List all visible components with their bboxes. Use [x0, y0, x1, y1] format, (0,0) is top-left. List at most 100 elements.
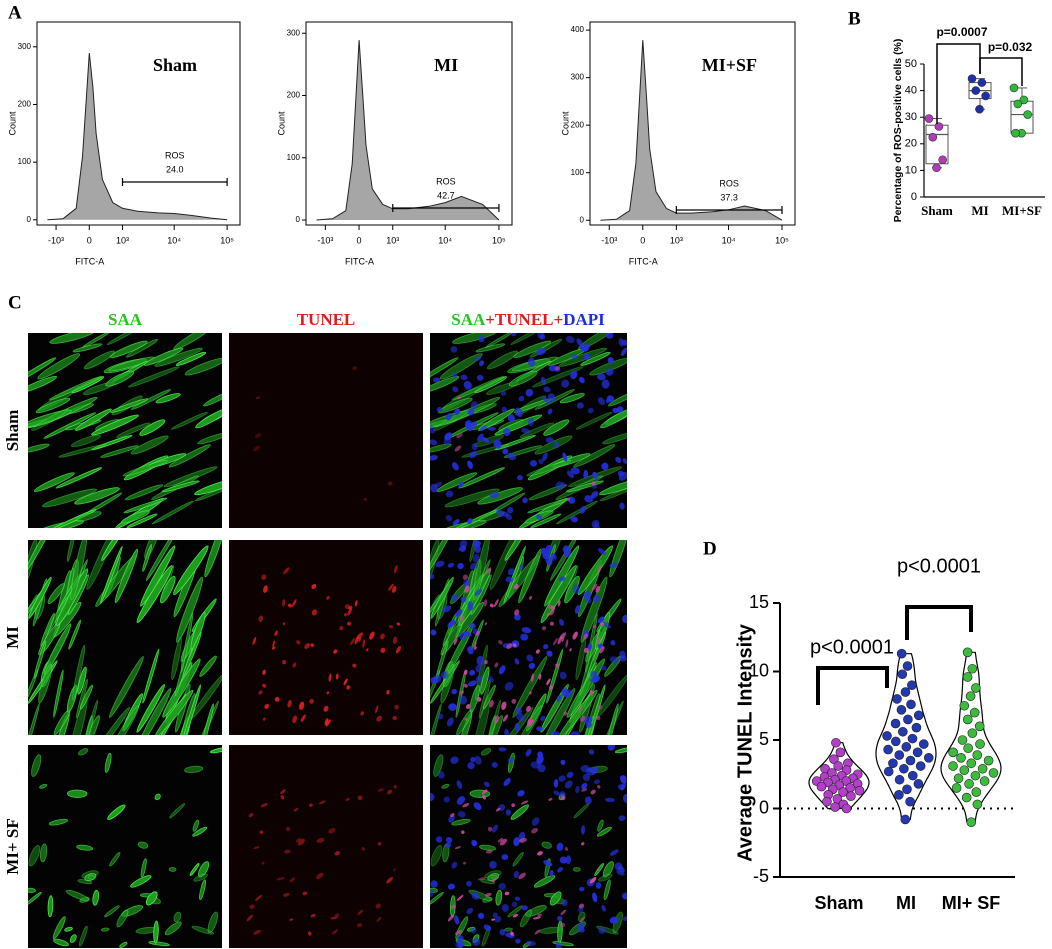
fiber	[475, 644, 488, 701]
tunel-signal	[287, 603, 292, 608]
tunel-signal	[596, 868, 600, 872]
data-point	[953, 773, 964, 784]
fiber	[176, 576, 203, 643]
nucleus	[609, 916, 619, 924]
tunel-signal	[377, 788, 385, 792]
fiber	[479, 844, 496, 851]
nucleus	[553, 790, 560, 796]
p-value: p=0.032	[988, 40, 1033, 54]
nucleus	[607, 745, 615, 751]
tunel-signal	[596, 636, 601, 644]
tunel-signal	[386, 876, 393, 884]
micrograph	[229, 333, 423, 528]
data-point	[829, 754, 839, 764]
fiber	[116, 909, 129, 928]
tunel-signal	[324, 718, 329, 726]
fiber	[602, 861, 614, 878]
fiber	[192, 819, 200, 832]
fiber	[480, 879, 496, 884]
tunel-signal	[592, 625, 597, 629]
tunel-signal	[450, 813, 455, 818]
data-point	[905, 796, 915, 807]
tunel-signal	[282, 892, 290, 897]
tunel-signal	[502, 714, 509, 722]
tunel-signal	[501, 701, 507, 710]
data-point	[883, 766, 894, 777]
nucleus	[447, 883, 455, 890]
fiber	[614, 746, 627, 754]
nucleus	[543, 386, 551, 393]
nucleus	[541, 376, 547, 386]
nucleus	[451, 594, 459, 602]
nucleus	[618, 471, 627, 481]
fiber	[86, 540, 117, 591]
tunel-signal	[546, 678, 551, 686]
fiber	[114, 548, 139, 604]
fiber	[169, 803, 186, 819]
tunel-signal	[482, 795, 487, 800]
nucleus	[604, 797, 615, 802]
x-tick-label: 10³	[386, 235, 399, 245]
tunel-signal	[453, 636, 458, 646]
nucleus	[452, 386, 459, 393]
nucleus	[457, 942, 464, 948]
nucleus	[477, 912, 485, 919]
nucleus	[432, 675, 442, 684]
fiber	[100, 445, 139, 458]
fiber	[192, 826, 208, 837]
nucleus	[584, 796, 592, 805]
micrograph-background	[229, 333, 423, 528]
data-point	[902, 661, 913, 671]
fiber	[123, 497, 168, 514]
fiber	[100, 927, 110, 932]
nucleus	[545, 437, 554, 444]
tunel-signal	[375, 705, 379, 714]
fiber	[154, 347, 203, 367]
y-tick-label: 15	[749, 592, 769, 612]
x-tick-label: MI	[971, 203, 988, 218]
nucleus	[460, 374, 468, 381]
fiber	[430, 845, 443, 867]
nucleus	[592, 595, 601, 603]
tunel-signal	[361, 847, 365, 851]
nucleus	[445, 413, 453, 421]
data-point	[898, 726, 908, 737]
tunel-signal	[263, 585, 268, 593]
fiber	[66, 540, 76, 562]
tunel-signal	[456, 894, 464, 901]
fiber	[155, 393, 181, 404]
nucleus	[457, 811, 466, 818]
nucleus	[542, 452, 548, 462]
data-point	[983, 755, 994, 766]
fiber	[148, 941, 170, 947]
tunel-signal	[535, 649, 540, 654]
fiber	[190, 611, 206, 650]
x-tick-label: -10³	[48, 235, 64, 245]
tunel-signal	[272, 640, 275, 648]
fiber	[66, 789, 88, 798]
tunel-signal	[287, 699, 292, 708]
fiber	[486, 699, 502, 735]
fiber	[91, 434, 133, 451]
fiber	[508, 370, 538, 387]
fiber	[53, 669, 64, 718]
tunel-signal	[565, 639, 569, 648]
tunel-signal	[528, 595, 533, 600]
fiber	[154, 689, 194, 735]
tunel-signal	[391, 585, 397, 593]
fiber	[39, 843, 48, 863]
nucleus	[504, 728, 509, 735]
fiber	[556, 500, 598, 525]
nucleus	[618, 815, 626, 822]
y-tick-label: 200	[18, 100, 32, 109]
nucleus	[531, 817, 540, 826]
data-point	[977, 763, 988, 774]
nucleus	[476, 374, 484, 381]
y-tick-label: 100	[18, 157, 32, 166]
tunel-signal	[512, 913, 519, 918]
fiber	[125, 338, 159, 358]
tunel-signal	[316, 837, 325, 843]
fiber	[477, 487, 523, 505]
nucleus	[448, 815, 455, 823]
tunel-signal	[262, 669, 267, 675]
